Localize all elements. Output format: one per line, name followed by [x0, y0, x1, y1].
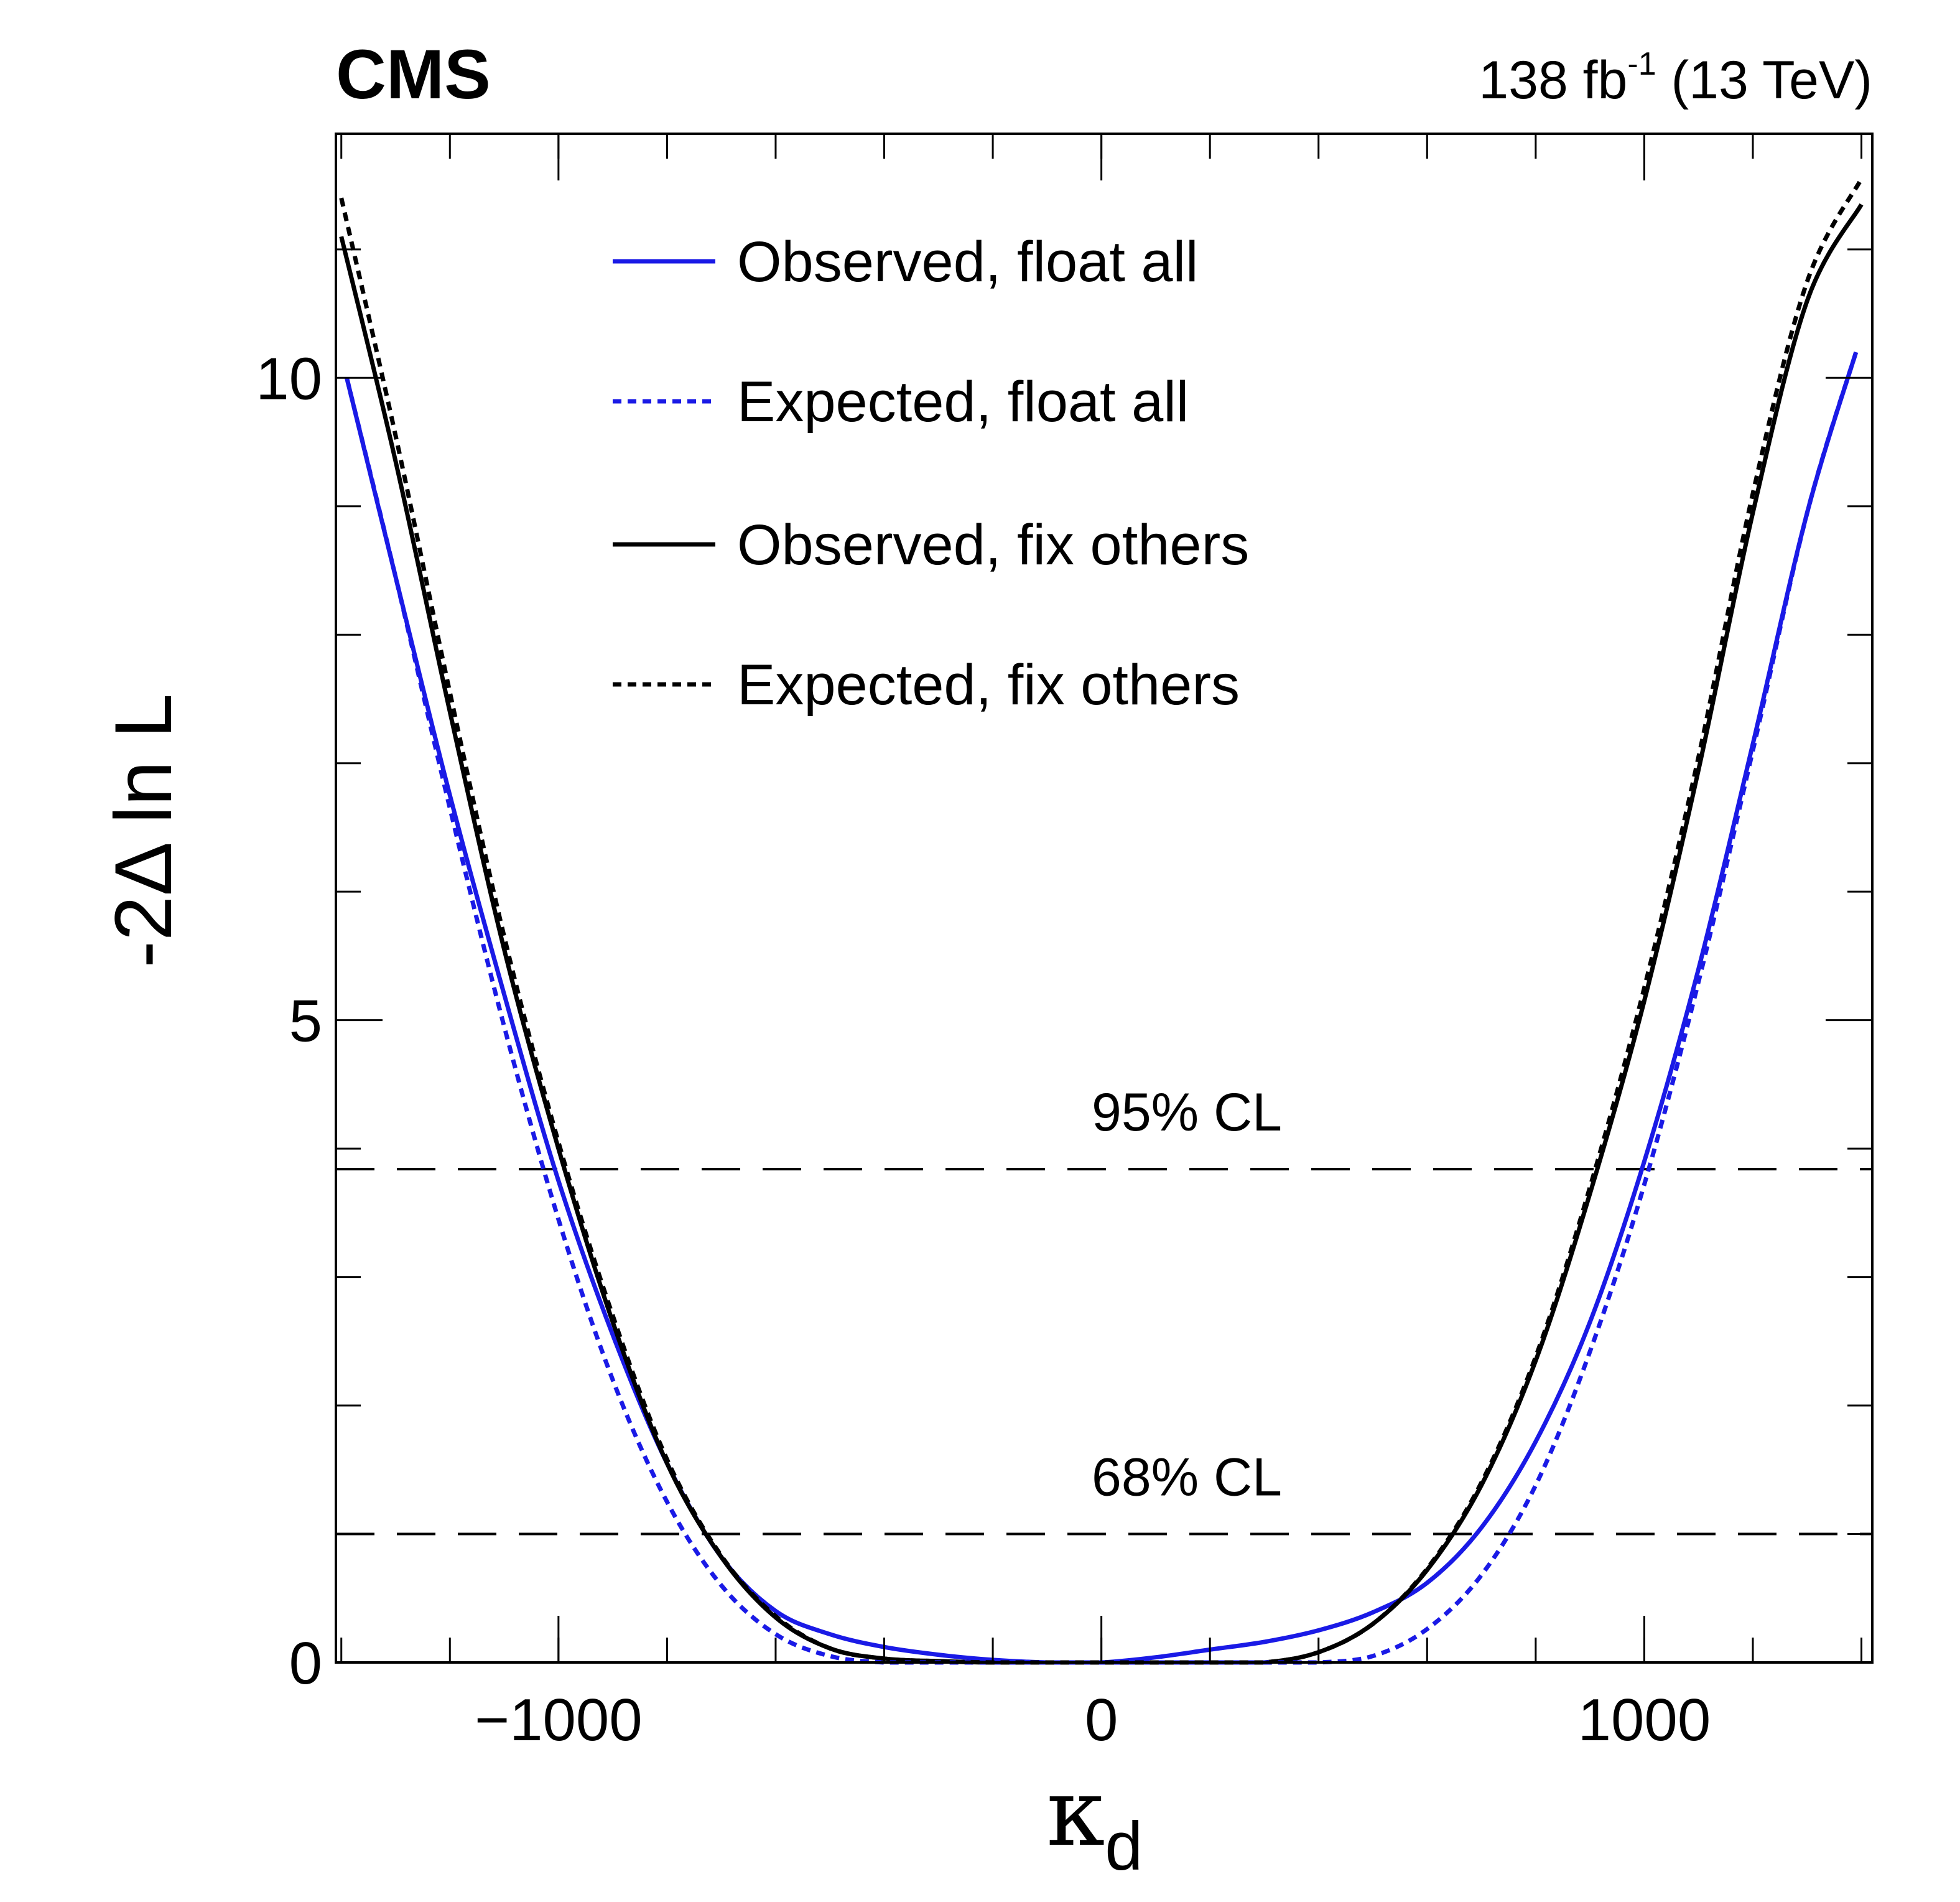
y-tick-label: 0	[289, 1630, 322, 1697]
legend-observed-float-all-label: Observed, float all	[737, 230, 1198, 294]
cl-label: 68% CL	[1092, 1448, 1282, 1508]
legend-expected-float-all-label: Expected, float all	[737, 370, 1189, 434]
x-axis-title: κd	[1047, 1759, 1143, 1885]
cl-label: 95% CL	[1092, 1083, 1282, 1142]
axes-ticks	[336, 134, 1872, 1664]
x-tick-label: −1000	[475, 1687, 643, 1753]
plot-frame-group	[335, 133, 1874, 1664]
x-axis-title-subscript: d	[1105, 1808, 1143, 1885]
confidence-level-labels: 95% CL 68% CL	[1092, 1083, 1282, 1507]
legend-observed-fix-others-label: Observed, fix others	[737, 513, 1249, 577]
lumi-prefix: 138 fb	[1479, 50, 1627, 110]
reference-lines	[336, 1168, 1872, 1536]
luminosity-label: 138 fb-1 (13 TeV)	[1479, 46, 1872, 110]
x-tick-label: 0	[1085, 1687, 1118, 1753]
lumi-suffix: (13 TeV)	[1656, 50, 1872, 110]
y-axis-title: -2Δ ln L	[98, 694, 188, 968]
x-tick-label: 1000	[1578, 1687, 1711, 1753]
lumi-exponent: -1	[1627, 46, 1656, 82]
y-tick-label: 10	[256, 345, 322, 412]
y-tick-label: 5	[289, 988, 322, 1055]
legend-expected-fix-others-label: Expected, fix others	[737, 653, 1240, 717]
plot-frame	[335, 133, 1874, 1664]
tick-labels: −1000 0 1000 0 5 10	[256, 345, 1711, 1753]
x-axis-title-symbol: κ	[1047, 1759, 1105, 1867]
series-expected-fix-others	[339, 177, 1864, 1665]
experiment-label: CMS	[336, 35, 491, 113]
legend: Observed, float all Expected, float all Ob…	[613, 230, 1249, 717]
